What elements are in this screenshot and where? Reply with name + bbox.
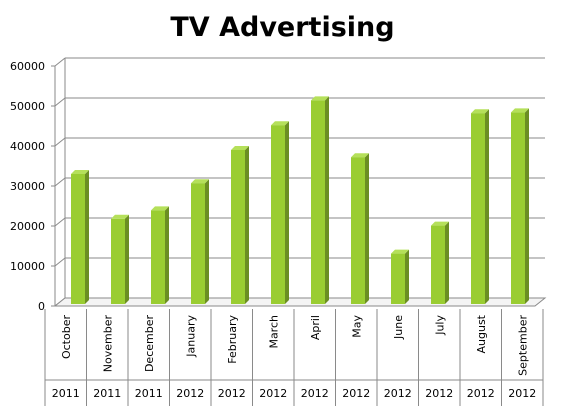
bar-top <box>191 179 209 184</box>
gridline-side <box>54 137 66 147</box>
x-tick-label: July <box>433 315 446 336</box>
bar-side <box>85 170 89 304</box>
bar-top <box>71 170 89 174</box>
bar-top <box>391 249 409 254</box>
bar <box>311 100 325 305</box>
x-tick-label: February <box>226 315 239 364</box>
year-label: 2012 <box>467 387 495 400</box>
x-tick-label: November <box>101 315 114 373</box>
bar <box>391 253 405 304</box>
bar <box>511 112 525 305</box>
bar-top <box>511 108 529 113</box>
x-tick-label: August <box>475 314 488 353</box>
bar-top <box>151 206 169 211</box>
bar-top <box>231 146 249 150</box>
gridline-side <box>54 217 66 227</box>
year-label: 2012 <box>259 387 287 400</box>
bar-side <box>405 249 409 304</box>
bar-side <box>285 121 289 304</box>
year-label: 2011 <box>135 387 163 400</box>
year-label: 2012 <box>218 387 246 400</box>
year-label: 2011 <box>93 387 121 400</box>
x-tick-label: March <box>267 315 280 349</box>
y-tick-label: 0 <box>38 300 45 313</box>
year-label: 2012 <box>508 387 536 400</box>
year-label: 2012 <box>176 387 204 400</box>
x-tick-label: May <box>350 315 363 338</box>
year-label: 2012 <box>342 387 370 400</box>
y-tick-label: 30000 <box>10 180 45 193</box>
bar-side <box>205 179 209 304</box>
chart-floor <box>53 297 547 307</box>
x-tick-label: April <box>309 315 322 340</box>
bar-top <box>431 221 449 226</box>
gridline-side <box>54 97 66 107</box>
y-tick-label: 60000 <box>10 60 45 73</box>
bar-top <box>351 153 369 158</box>
bar-side <box>165 206 169 304</box>
year-label: 2012 <box>384 387 412 400</box>
bar <box>191 183 205 304</box>
bar-side <box>245 146 249 304</box>
y-tick-label: 50000 <box>10 100 45 113</box>
gridline-side <box>54 257 66 267</box>
bar-side <box>365 153 369 304</box>
bar-side <box>325 96 329 305</box>
gridline-side <box>54 177 66 187</box>
bar <box>111 218 125 304</box>
x-tick-label: October <box>60 315 73 359</box>
chart-title: TV Advertising <box>170 12 395 43</box>
bar <box>351 157 365 304</box>
y-tick-label: 40000 <box>10 140 45 153</box>
bar-side <box>125 214 129 304</box>
bar <box>231 150 245 304</box>
year-label: 2012 <box>425 387 453 400</box>
y-tick-label: 10000 <box>10 260 45 273</box>
year-label: 2011 <box>52 387 80 400</box>
bar-side <box>485 109 489 304</box>
x-tick-label: June <box>392 315 405 340</box>
bar <box>151 210 165 304</box>
bar-top <box>271 121 289 126</box>
bar-side <box>445 221 449 304</box>
bar <box>471 113 485 304</box>
x-tick-label: January <box>184 315 197 358</box>
x-tick-label: December <box>143 315 156 373</box>
bar-top <box>111 214 129 219</box>
bar <box>431 225 445 304</box>
bar-top <box>311 96 329 101</box>
bar <box>71 174 85 304</box>
gridline-side <box>54 57 66 67</box>
y-tick-label: 20000 <box>10 220 45 233</box>
bar-top <box>471 109 489 114</box>
bar <box>271 125 285 304</box>
bar-side <box>525 108 529 305</box>
x-tick-label: September <box>516 315 529 376</box>
year-label: 2012 <box>301 387 329 400</box>
